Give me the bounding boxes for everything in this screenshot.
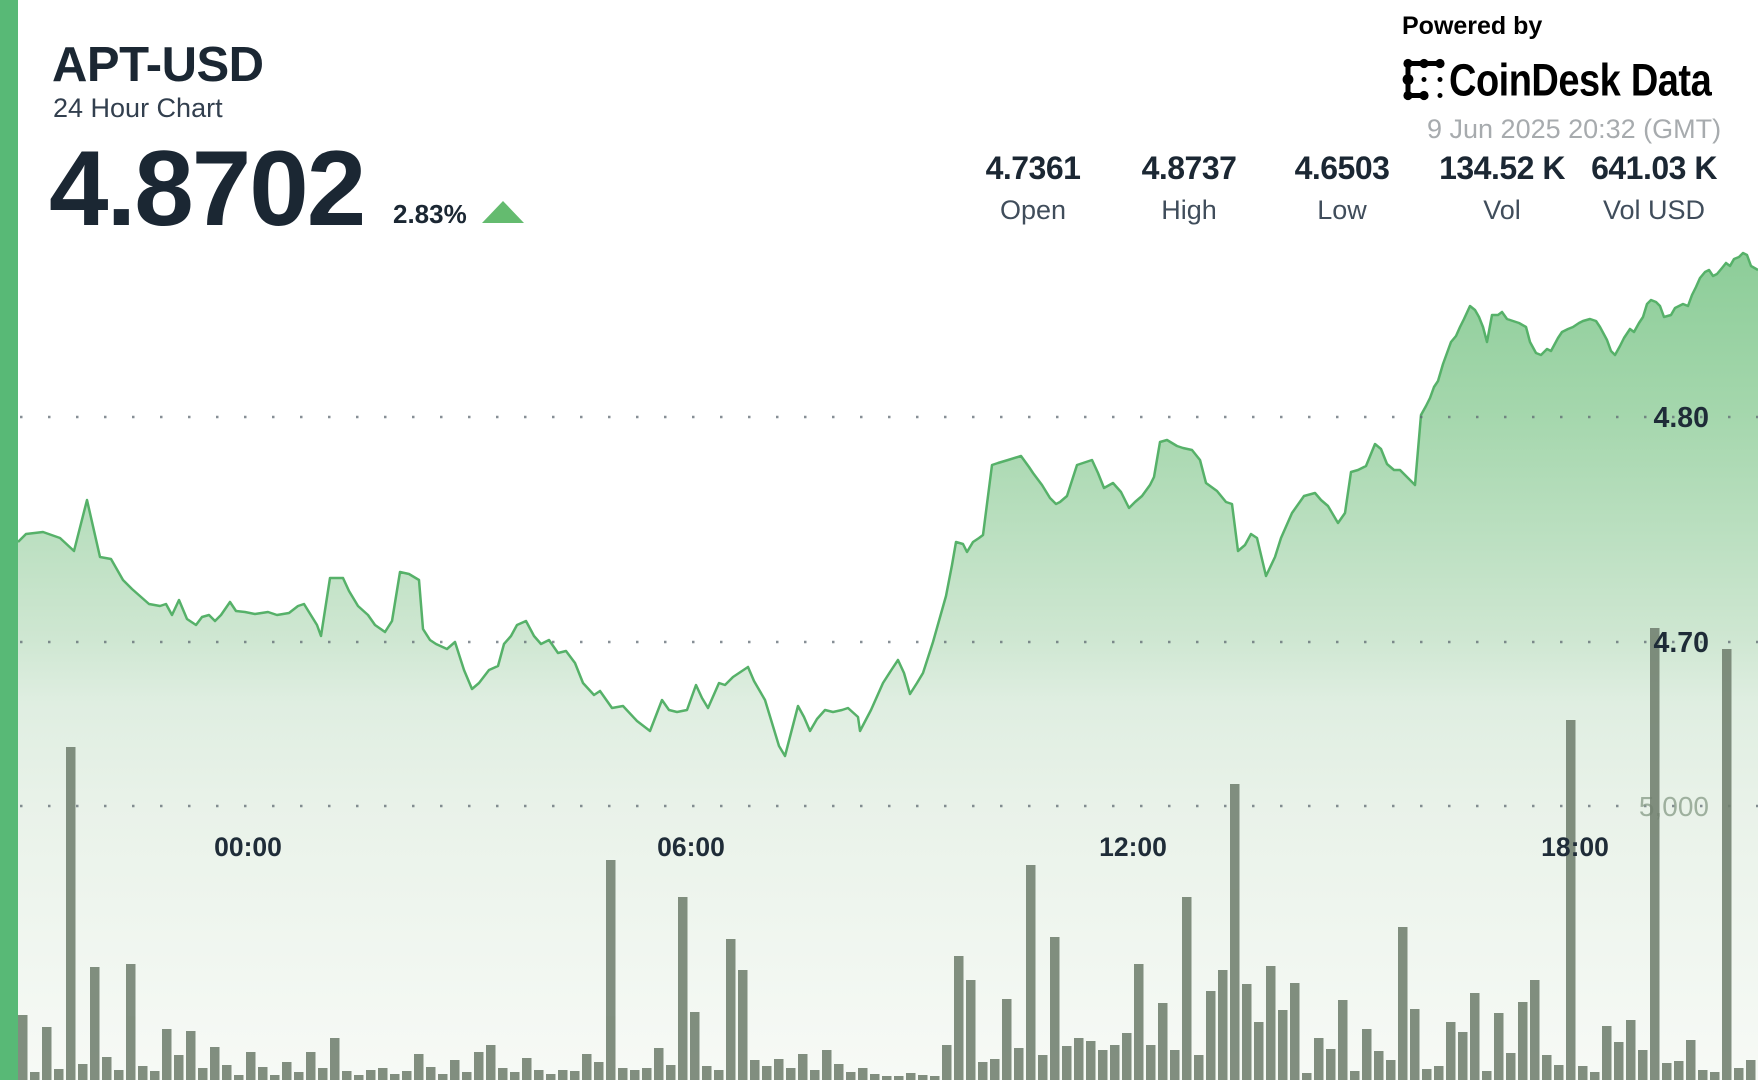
svg-text:4.70: 4.70 [1654,627,1709,659]
svg-text:12:00: 12:00 [1099,832,1167,862]
svg-text:4.80: 4.80 [1654,402,1709,434]
svg-text:06:00: 06:00 [657,832,725,862]
svg-text:18:00: 18:00 [1541,832,1609,862]
svg-text:00:00: 00:00 [214,832,282,862]
svg-text:5,000: 5,000 [1639,791,1709,822]
